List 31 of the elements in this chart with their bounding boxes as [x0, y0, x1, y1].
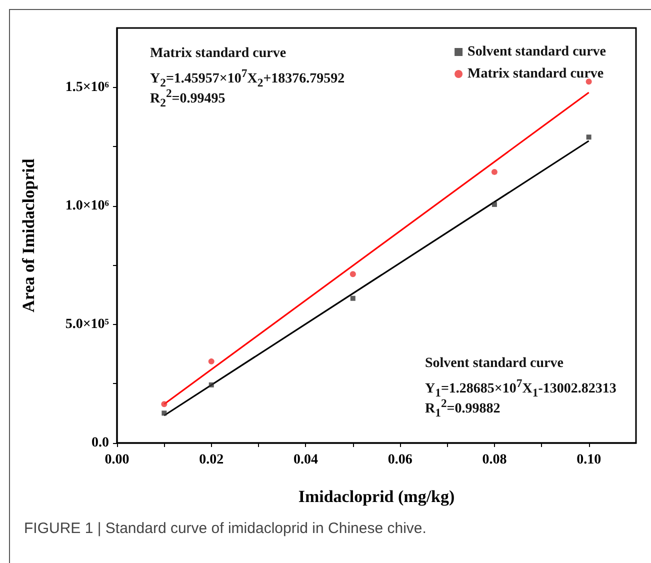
y-tick-label: 0.0 — [92, 436, 109, 450]
point — [162, 410, 167, 416]
x-tick-label: 0.04 — [293, 452, 318, 468]
x-axis-title: Imidacloprid (mg/kg) — [298, 487, 455, 506]
point — [350, 271, 356, 278]
annotation: R$_{1}$$^{2}$=0.99882 — [425, 397, 500, 420]
x-tick-label: 0.02 — [199, 452, 224, 468]
point — [161, 401, 168, 408]
x-tick-label: 0.06 — [388, 452, 412, 468]
point — [586, 78, 592, 85]
annotation: Matrix standard curve — [150, 45, 286, 63]
x-tick-label: 0.10 — [576, 452, 602, 468]
point — [208, 382, 214, 388]
y-tick-label: 5.0×10⁵ — [65, 316, 109, 332]
y-tick-label: 1.5×10⁶ — [65, 80, 109, 95]
x-tick-label: 0.00 — [104, 452, 130, 468]
y-axis-title: Area of Imidacloprid — [19, 158, 38, 312]
annotation: Y$_{2}$=1.45957×10$^{7}$X$_{2}$+18376.79592 — [150, 67, 345, 90]
x-tick-label: 0.08 — [482, 452, 507, 468]
legend-label: Matrix standard curve — [468, 66, 604, 82]
point — [586, 134, 592, 140]
annotation: R$_{2}$$^{2}$=0.99495 — [150, 87, 226, 110]
y-tick-label: 1.0×10⁶ — [65, 198, 109, 214]
point — [208, 358, 214, 364]
point — [350, 296, 356, 301]
point — [491, 168, 498, 175]
caption: FIGURE 1 | Standard curve of imidacloprid in Chinese chive. — [24, 520, 426, 537]
annotation: Y$_{1}$=1.28685×10$^{7}$X$_{1}$-13002.82313 — [425, 377, 616, 400]
legend-label: Solvent standard curve — [468, 44, 606, 60]
point — [492, 202, 497, 207]
annotation: Solvent standard curve — [425, 355, 564, 373]
